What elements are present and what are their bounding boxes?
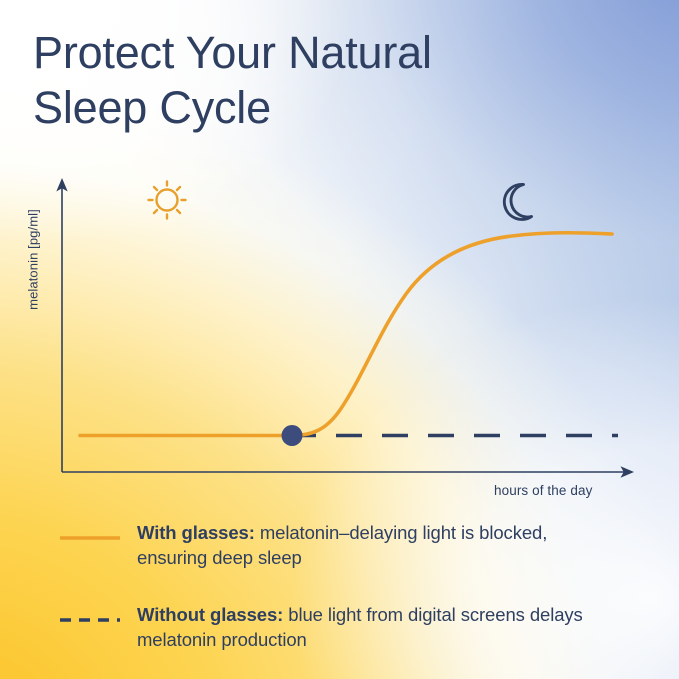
legend-title-without-glasses: Without glasses: xyxy=(137,604,284,625)
legend-item-with-glasses: With glasses: melatonin–delaying light i… xyxy=(59,520,619,580)
chart-legend: With glasses: melatonin–delaying light i… xyxy=(59,520,619,662)
y-axis xyxy=(56,178,68,472)
legend-item-without-glasses: Without glasses: blue light from digital… xyxy=(59,602,619,662)
moon-icon xyxy=(502,183,533,221)
legend-title-with-glasses: With glasses: xyxy=(137,522,255,543)
sun-icon xyxy=(147,180,187,220)
legend-marker-dashed-line xyxy=(60,618,120,622)
x-axis xyxy=(62,466,634,478)
y-axis-label: melatonin [pg/ml] xyxy=(25,209,41,310)
x-axis-label: hours of the day xyxy=(494,483,593,498)
legend-text-with-glasses: With glasses: melatonin–delaying light i… xyxy=(137,520,619,570)
legend-description-with-glasses: melatonin–delaying light is blocked, ens… xyxy=(137,522,548,568)
page-title: Protect Your Natural Sleep Cycle xyxy=(33,27,432,133)
legend-text-without-glasses: Without glasses: blue light from digital… xyxy=(137,602,619,652)
legend-marker-solid-line xyxy=(60,536,120,540)
legend-description-without-glasses: blue light from digital screens delays m… xyxy=(137,604,583,650)
onset-dot xyxy=(281,425,303,446)
series-with-glasses-line xyxy=(78,230,614,438)
